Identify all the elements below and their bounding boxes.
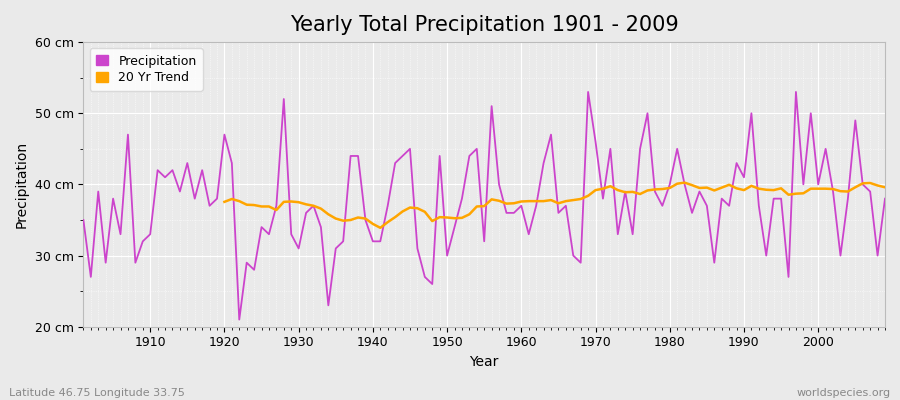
Precipitation <box>516 203 526 208</box>
20 Yr Trend <box>375 226 386 230</box>
Precipitation <box>523 232 534 237</box>
Legend: Precipitation, 20 Yr Trend: Precipitation, 20 Yr Trend <box>90 48 202 91</box>
Precipitation <box>353 154 364 158</box>
20 Yr Trend <box>798 191 809 196</box>
Precipitation <box>234 317 245 322</box>
20 Yr Trend <box>308 203 319 208</box>
Line: 20 Yr Trend: 20 Yr Trend <box>224 183 885 228</box>
Precipitation <box>308 203 319 208</box>
20 Yr Trend <box>219 200 230 204</box>
Title: Yearly Total Precipitation 1901 - 2009: Yearly Total Precipitation 1901 - 2009 <box>290 15 679 35</box>
X-axis label: Year: Year <box>470 355 499 369</box>
20 Yr Trend <box>865 180 876 185</box>
Precipitation <box>582 90 593 94</box>
Precipitation <box>138 239 148 244</box>
Text: Latitude 46.75 Longitude 33.75: Latitude 46.75 Longitude 33.75 <box>9 388 184 398</box>
20 Yr Trend <box>680 180 690 185</box>
20 Yr Trend <box>879 185 890 190</box>
20 Yr Trend <box>783 192 794 197</box>
20 Yr Trend <box>694 186 705 190</box>
20 Yr Trend <box>427 219 437 224</box>
Text: worldspecies.org: worldspecies.org <box>796 388 891 398</box>
Precipitation <box>78 218 89 222</box>
Precipitation <box>879 196 890 201</box>
Y-axis label: Precipitation: Precipitation <box>15 141 29 228</box>
Line: Precipitation: Precipitation <box>84 92 885 320</box>
Precipitation <box>620 189 631 194</box>
